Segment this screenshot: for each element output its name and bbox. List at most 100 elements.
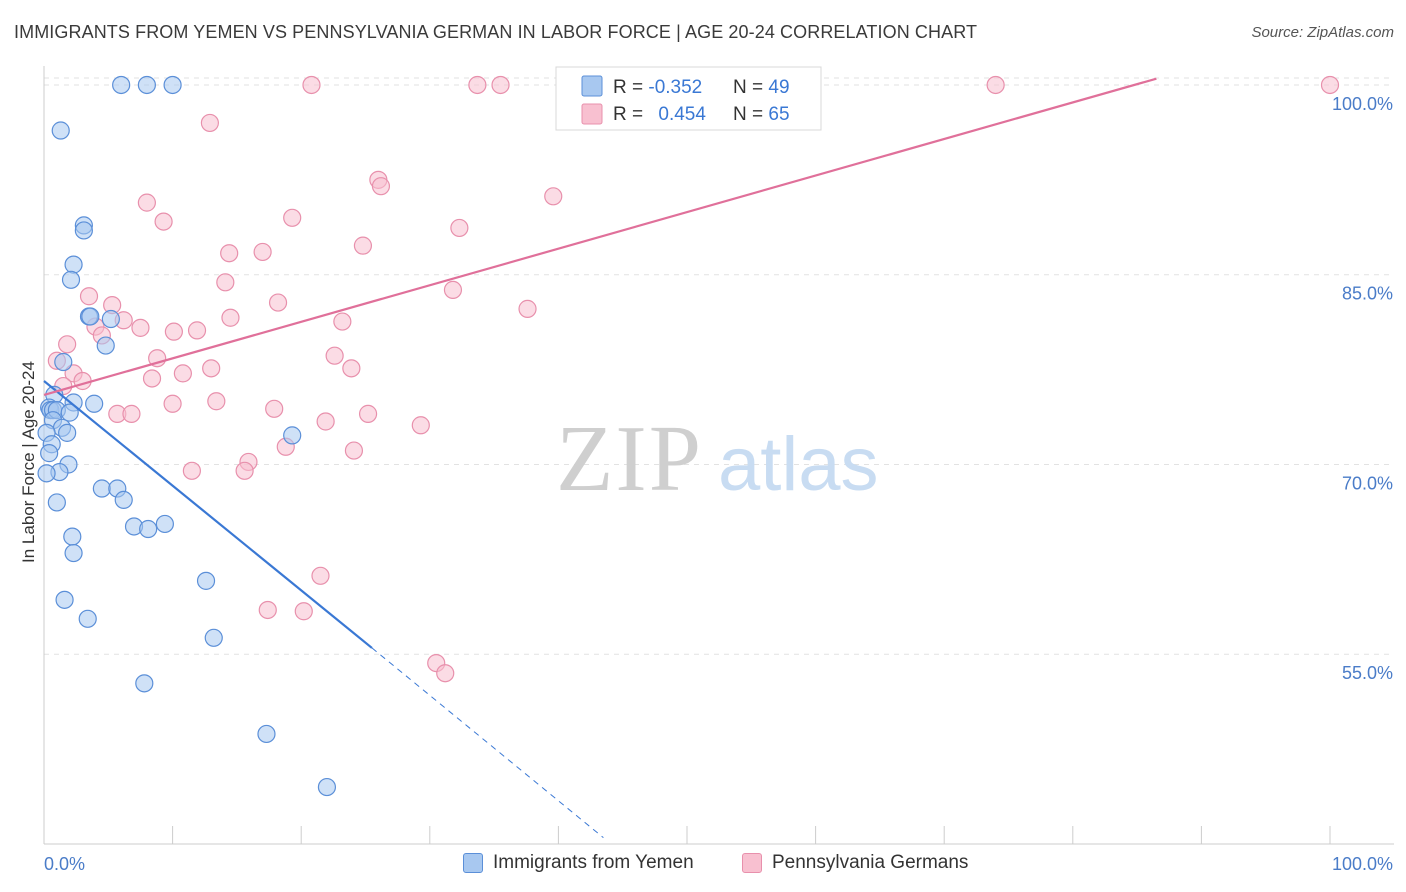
yemen-point-42[interactable]: [78, 609, 97, 628]
pa-german-point-1[interactable]: [468, 75, 487, 95]
pa-german-point-25[interactable]: [333, 312, 352, 331]
pa-german-point-29[interactable]: [164, 322, 183, 341]
yemen-point-33[interactable]: [47, 493, 66, 512]
yemen-point-26[interactable]: [40, 444, 59, 463]
yemen-point-35[interactable]: [139, 519, 158, 539]
yemen-point-46[interactable]: [317, 777, 337, 797]
pa-german-point-32[interactable]: [58, 335, 77, 354]
yemen-point-7[interactable]: [61, 270, 81, 289]
pa-german-point-2[interactable]: [491, 75, 510, 95]
yemen-point-32[interactable]: [114, 490, 133, 510]
pa-german-point-17[interactable]: [253, 242, 272, 262]
pa-german-point-14[interactable]: [450, 218, 469, 238]
yemen-point-43[interactable]: [204, 628, 223, 647]
pa-german-point-11[interactable]: [137, 193, 156, 212]
yemen-point-19[interactable]: [85, 394, 104, 413]
series-legend: Immigrants from Yemen Pennsylvania Germa…: [0, 852, 1406, 878]
legend-pa-r-value: 0.454: [658, 104, 706, 125]
pa-german-point-52[interactable]: [344, 441, 364, 460]
pa-german-trend-line: [43, 77, 1157, 396]
yemen-point-29[interactable]: [37, 464, 56, 483]
pa-german-point-12[interactable]: [283, 208, 302, 227]
pa-german-point-13[interactable]: [154, 212, 173, 231]
pa-german-point-45[interactable]: [265, 399, 284, 418]
pa-german-point-28[interactable]: [131, 318, 150, 337]
pa-german-point-21[interactable]: [268, 293, 288, 312]
yemen-point-30[interactable]: [92, 479, 111, 498]
yemen-point-0[interactable]: [112, 75, 131, 95]
legend-swatch-yemen-bottom: [463, 853, 483, 873]
pa-german-point-9[interactable]: [371, 177, 391, 196]
pa-german-point-40[interactable]: [142, 369, 162, 388]
pa-german-point-43[interactable]: [163, 394, 182, 413]
yemen-point-37[interactable]: [63, 527, 82, 546]
legend-yemen-n-label: N =: [733, 77, 768, 98]
watermark-atlas: atlas: [718, 422, 879, 507]
yemen-point-20[interactable]: [60, 403, 79, 422]
pa-german-point-36[interactable]: [202, 359, 221, 378]
pa-german-point-10[interactable]: [544, 187, 563, 206]
pa-german-point-24[interactable]: [221, 308, 240, 327]
legend-yemen-n-value: 49: [768, 77, 789, 98]
pa-german-point-48[interactable]: [358, 404, 378, 423]
watermark-zip: ZIP: [556, 407, 703, 511]
yemen-point-9[interactable]: [81, 307, 100, 326]
pa-german-point-30[interactable]: [187, 321, 207, 340]
svg-text:R = -0.352: R = -0.352: [613, 77, 702, 98]
pa-german-point-55[interactable]: [235, 461, 254, 480]
legend-swatch-pa-german: [581, 103, 603, 125]
pa-german-point-50[interactable]: [411, 416, 430, 435]
svg-text:N = 49: N = 49: [733, 77, 790, 98]
pa-german-point-49[interactable]: [316, 412, 335, 431]
svg-text:R = 0.454: R = 0.454: [613, 104, 706, 125]
svg-text:N = 65: N = 65: [733, 104, 790, 125]
yemen-point-6[interactable]: [64, 255, 83, 274]
pa-german-point-0[interactable]: [302, 75, 321, 95]
pa-german-point-57[interactable]: [258, 600, 277, 620]
yemen-point-39[interactable]: [283, 426, 302, 445]
yemen-point-44[interactable]: [135, 674, 154, 693]
pa-german-point-5[interactable]: [986, 75, 1005, 95]
pa-german-point-47[interactable]: [122, 404, 141, 423]
pa-german-point-44[interactable]: [207, 392, 226, 411]
yemen-point-36[interactable]: [155, 514, 174, 534]
yemen-point-3[interactable]: [51, 121, 70, 140]
pa-german-point-19[interactable]: [443, 280, 463, 300]
pa-german-point-56[interactable]: [311, 566, 330, 585]
pa-german-point-23[interactable]: [518, 299, 537, 318]
yemen-point-40[interactable]: [196, 571, 216, 590]
pa-german-point-34[interactable]: [325, 346, 344, 365]
x-tick-label-0: 0.0%: [44, 854, 85, 874]
yemen-point-5[interactable]: [74, 221, 93, 240]
pa-german-point-18[interactable]: [216, 273, 235, 292]
yemen-point-45[interactable]: [257, 724, 276, 744]
pa-german-point-16[interactable]: [220, 244, 239, 263]
yemen-points: [37, 75, 337, 797]
yemen-point-10[interactable]: [101, 309, 120, 329]
pa-german-point-20[interactable]: [79, 287, 99, 306]
yemen-point-24[interactable]: [58, 423, 77, 442]
pa-german-point-6[interactable]: [1320, 75, 1340, 95]
pa-german-point-41[interactable]: [73, 371, 92, 391]
yemen-point-41[interactable]: [55, 590, 74, 609]
yemen-point-12[interactable]: [54, 352, 73, 372]
pa-german-point-58[interactable]: [294, 602, 313, 621]
grid-lines: [44, 77, 1394, 655]
pa-german-point-39[interactable]: [173, 364, 192, 383]
pa-german-point-60[interactable]: [436, 664, 455, 683]
yemen-point-11[interactable]: [96, 336, 115, 355]
legend-swatch-pa-german-bottom: [742, 853, 762, 873]
pa-german-point-7[interactable]: [200, 113, 219, 133]
yemen-point-1[interactable]: [137, 75, 156, 95]
pa-german-point-15[interactable]: [353, 236, 373, 255]
yemen-point-2[interactable]: [163, 75, 182, 95]
legend-item-yemen[interactable]: Immigrants from Yemen: [463, 852, 694, 874]
chart-title: IMMIGRANTS FROM YEMEN VS PENNSYLVANIA GE…: [14, 22, 978, 42]
correlation-legend: R = -0.352 N = 49 R = 0.454 N = 65: [555, 66, 822, 131]
legend-label-yemen: Immigrants from Yemen: [493, 852, 694, 873]
pa-german-point-37[interactable]: [342, 359, 361, 378]
legend-item-pa-german[interactable]: Pennsylvania Germans: [742, 852, 968, 874]
yemen-point-38[interactable]: [64, 543, 83, 563]
pa-german-point-54[interactable]: [182, 461, 201, 480]
